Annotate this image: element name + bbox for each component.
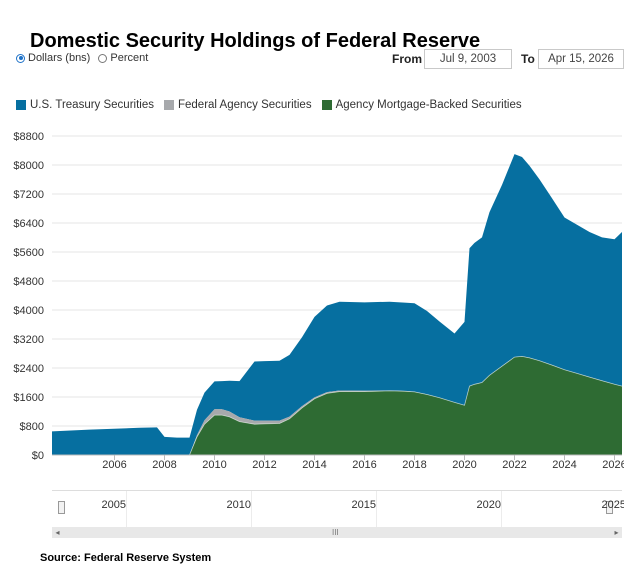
from-label: From [392,52,422,66]
navigator-gridline [500,491,502,527]
y-tick-label: $4800 [13,276,44,288]
navigator-year-label: 2015 [351,499,376,511]
radio-selected-icon[interactable] [16,53,25,63]
navigator-gridline [375,491,377,527]
navigator-year-label: 2020 [476,499,501,511]
from-date-input[interactable]: Jul 9, 2003 [424,49,512,69]
x-tick-label: 2016 [352,459,376,471]
series-area-mbs [52,356,622,455]
units-option-percent[interactable]: Percent [98,52,148,64]
chart-legend: U.S. Treasury Securities Federal Agency … [16,99,532,111]
x-tick-label: 2006 [102,459,126,471]
x-tick-label: 2024 [552,459,576,471]
units-selector: Dollars (bns) Percent [16,52,156,64]
y-tick-label: $0 [32,450,44,462]
y-tick-label: $2400 [13,363,44,375]
y-tick-label: $3200 [13,334,44,346]
legend-item-treasury[interactable]: U.S. Treasury Securities [16,99,154,111]
y-tick-label: $800 [20,421,44,433]
y-tick-label: $8000 [13,160,44,172]
navigator-scrollbar[interactable]: ◂ III ▸ [52,527,622,538]
source-note: Source: Federal Reserve System [40,552,212,564]
legend-label-mbs: Agency Mortgage-Backed Securities [335,99,522,111]
navigator-year-label: 2010 [226,499,251,511]
x-tick-label: 2012 [252,459,276,471]
area-chart: $0 $800 $1600 $2400 $3200 $4000 $4800 $5600 $640… [13,131,624,471]
navigator-gridline [250,491,252,527]
legend-item-mbs[interactable]: Agency Mortgage-Backed Securities [321,99,522,111]
navigator-right-handle[interactable] [606,501,613,514]
legend-label-agency: Federal Agency Securities [177,99,312,111]
scroll-left-arrow-icon[interactable]: ◂ [55,528,60,537]
series-area-treasury [52,154,622,455]
x-tick-label: 2014 [302,459,326,471]
legend-item-agency[interactable]: Federal Agency Securities [163,99,312,111]
x-tick-label: 2008 [152,459,176,471]
y-tick-label: $5600 [13,247,44,259]
radio-unselected-icon[interactable] [98,53,108,63]
x-tick-label: 2022 [502,459,526,471]
y-tick-label: $6400 [13,218,44,230]
x-tick-label: 2026 [602,459,624,471]
range-navigator[interactable]: 2005 2010 2015 2020 2025 [52,490,624,527]
scrollbar-grip-icon[interactable]: III [332,528,339,537]
navigator-year-label: 2005 [101,499,126,511]
units-percent-label: Percent [110,52,149,64]
y-tick-label: $8800 [13,131,44,143]
series-separator-line [52,355,623,456]
x-tick-label: 2018 [402,459,426,471]
legend-swatch-agency [163,100,174,110]
navigator-gridline [125,491,127,527]
y-tick-label: $4000 [13,305,44,317]
x-tick-label: 2020 [452,459,476,471]
x-tick-label: 2010 [202,459,226,471]
y-tick-label: $1600 [13,392,44,404]
legend-label-treasury: U.S. Treasury Securities [30,99,154,111]
y-tick-label: $7200 [13,189,44,201]
units-dollars-label: Dollars (bns) [28,52,91,64]
chart-title: Domestic Security Holdings of Federal Re… [30,30,481,52]
scroll-right-arrow-icon[interactable]: ▸ [614,528,619,537]
to-label: To [521,52,535,66]
navigator-left-handle[interactable] [58,501,65,514]
units-option-dollars[interactable]: Dollars (bns) [16,52,90,64]
legend-swatch-mbs [321,100,332,110]
legend-swatch-treasury [16,100,26,110]
navigator-year-label: 2025 [601,499,624,511]
